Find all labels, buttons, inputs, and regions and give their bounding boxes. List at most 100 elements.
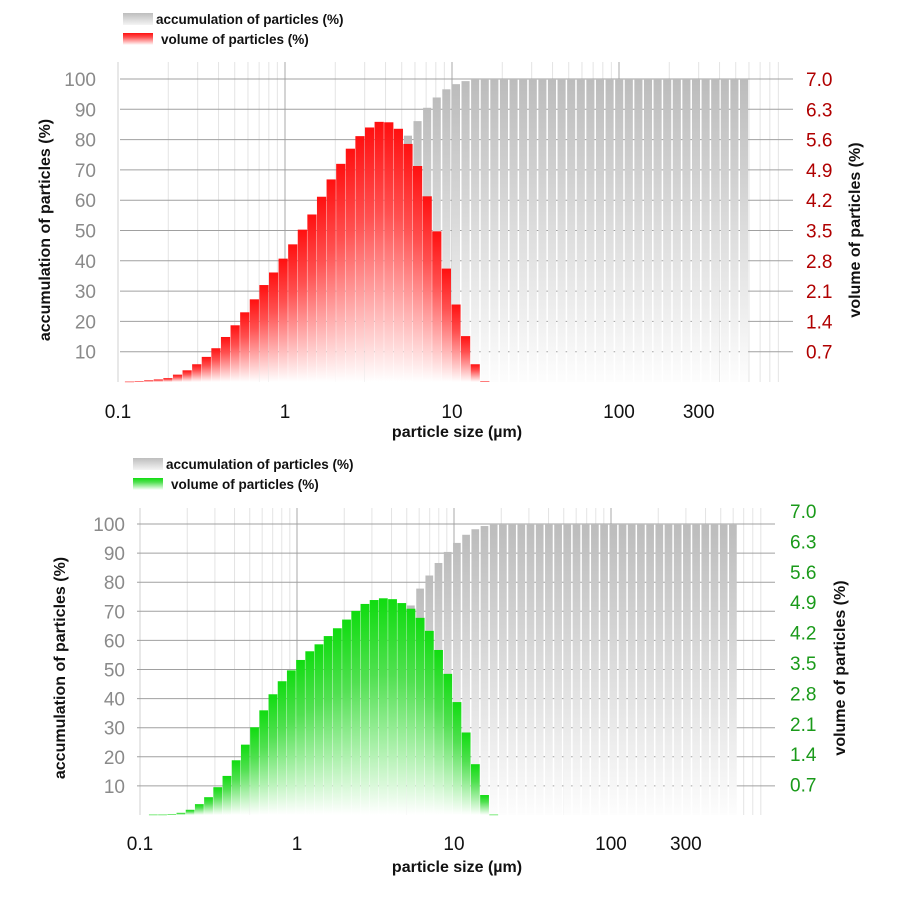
accumulation-bar <box>672 79 681 382</box>
x-axis-title: particle size (µm) <box>392 424 522 441</box>
accumulation-bar <box>729 524 737 815</box>
accumulation-bar <box>618 524 627 815</box>
volume-bar <box>172 374 183 382</box>
volume-bar <box>443 673 453 815</box>
volume-bar <box>277 681 287 815</box>
left-axis-title: accumulation of particles (%) <box>37 119 54 341</box>
left-tick-label: 30 <box>75 282 96 303</box>
right-tick-label: 0.7 <box>790 776 816 797</box>
volume-bar <box>451 304 461 382</box>
left-tick-label: 20 <box>104 748 125 769</box>
accumulation-bar <box>615 79 624 382</box>
accumulation-bar <box>624 79 633 382</box>
accumulation-bar <box>595 79 605 382</box>
volume-bar <box>240 312 250 382</box>
legend-swatch-volume <box>123 33 153 45</box>
volume-bar <box>397 603 407 815</box>
volume-bar <box>296 659 305 815</box>
accumulation-bar <box>701 79 710 382</box>
right-tick-label: 1.4 <box>790 745 817 766</box>
volume-bar <box>369 600 379 815</box>
volume-bar <box>167 814 177 816</box>
volume-bar <box>360 603 370 815</box>
left-tick-label: 90 <box>75 100 96 121</box>
volume-bar <box>434 649 443 815</box>
left-tick-label: 10 <box>75 343 96 364</box>
volume-bar <box>470 764 480 815</box>
volume-bar <box>388 599 397 815</box>
accumulation-bar <box>538 79 547 382</box>
volume-bar <box>259 285 269 382</box>
accumulation-bar <box>683 524 691 815</box>
volume-bar <box>158 814 167 816</box>
accumulation-bar <box>572 524 581 815</box>
volume-bar <box>422 196 432 382</box>
volume-bar <box>351 610 361 815</box>
accumulation-bar <box>581 524 590 815</box>
right-tick-label: 6.3 <box>806 100 832 121</box>
volume-bar <box>222 775 232 815</box>
volume-bar <box>364 127 375 382</box>
right-axis-title: volume of particles (%) <box>832 580 849 755</box>
x-tick-label: 300 <box>670 834 702 855</box>
accumulation-bar <box>442 89 451 382</box>
left-tick-label: 100 <box>93 515 125 536</box>
accumulation-bar <box>653 79 662 382</box>
accumulation-bar <box>576 79 585 382</box>
accumulation-bar <box>499 524 507 815</box>
volume-bar <box>134 381 144 383</box>
volume-bar <box>240 744 250 815</box>
accumulation-bar <box>461 81 470 382</box>
legend-swatch-volume <box>133 478 163 490</box>
accumulation-bar <box>517 524 526 815</box>
volume-bar <box>194 804 204 815</box>
volume-bar <box>489 814 499 816</box>
volume-bar <box>316 196 327 382</box>
volume-bar <box>336 163 346 382</box>
x-tick-label: 10 <box>443 834 464 855</box>
x-tick-label: 10 <box>441 402 462 423</box>
volume-bar <box>231 760 241 815</box>
accumulation-bar <box>710 524 719 815</box>
x-tick-label: 0.1 <box>105 402 131 423</box>
right-tick-label: 4.2 <box>790 624 816 645</box>
right-tick-label: 5.6 <box>790 563 816 584</box>
accumulation-bar <box>508 524 516 815</box>
left-tick-label: 70 <box>104 602 125 623</box>
accumulation-bar <box>730 79 739 382</box>
accumulation-bar <box>519 79 528 382</box>
volume-bar <box>480 795 489 815</box>
accumulation-bar <box>547 79 557 382</box>
right-tick-label: 2.8 <box>806 252 832 273</box>
right-tick-label: 4.9 <box>790 593 816 614</box>
x-tick-label: 100 <box>595 834 627 855</box>
x-tick-label: 0.1 <box>127 834 153 855</box>
accumulation-bar <box>609 524 618 815</box>
accumulation-bar <box>453 542 461 815</box>
accumulation-bar <box>462 534 470 815</box>
legend-label-accumulation: accumulation of particles (%) <box>156 12 344 27</box>
accumulation-bar <box>692 524 700 815</box>
right-tick-label: 0.7 <box>806 343 832 364</box>
volume-bar <box>153 379 163 382</box>
accumulation-bar <box>691 79 701 382</box>
chart-2: 10 20 30 40 50 60 70 80 90 100 0.7 1.4 2.1 2.8 3.5 4.2 4… <box>52 457 849 876</box>
accumulation-bar <box>490 79 499 382</box>
left-tick-label: 70 <box>75 161 96 182</box>
right-tick-label: 1.4 <box>806 312 833 333</box>
right-tick-label: 5.6 <box>806 131 832 152</box>
accumulation-bar <box>471 529 480 815</box>
right-tick-label: 3.5 <box>790 654 816 675</box>
legend: accumulation of particles (%) volume of p… <box>123 12 344 47</box>
volume-bar <box>461 732 471 815</box>
volume-bar <box>204 797 213 815</box>
accumulation-bar <box>720 79 729 382</box>
volume-bar <box>268 272 279 382</box>
right-tick-label: 7.0 <box>806 70 832 91</box>
accumulation-bar <box>557 79 566 382</box>
accumulation-bar <box>526 524 535 815</box>
volume-bar <box>148 814 158 816</box>
volume-bar <box>213 787 223 815</box>
accumulation-bar <box>471 79 480 382</box>
accumulation-bar <box>634 79 643 382</box>
